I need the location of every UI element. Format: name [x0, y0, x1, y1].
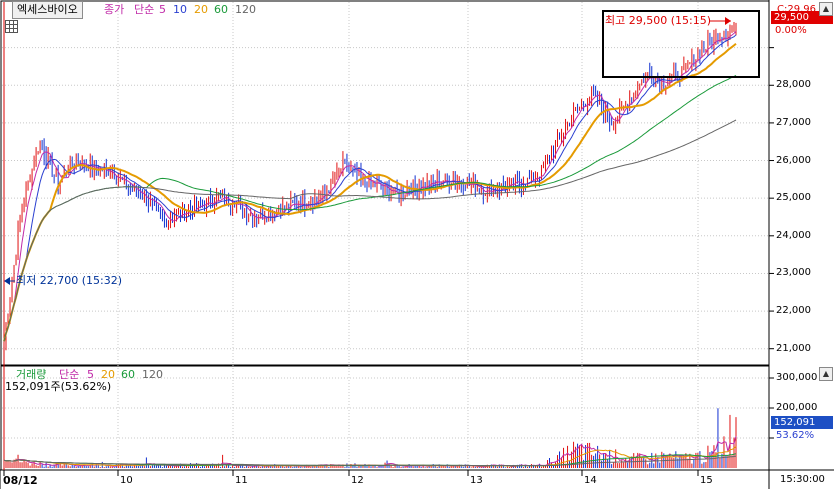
grid	[2, 2, 768, 470]
ma-5-legend: 5	[159, 3, 166, 16]
ma-120-legend: 120	[235, 3, 256, 16]
x-tick-label: 11	[235, 475, 248, 486]
volume-tick-label: 200,000	[776, 402, 818, 413]
volume-ma-line-120	[3, 455, 737, 467]
volume-ma-120-legend: 120	[142, 368, 163, 381]
x-tick-label: 12	[351, 475, 364, 486]
x-tick-label: 08/12	[3, 474, 38, 487]
price-tick-label: 28,000	[776, 79, 811, 91]
ma-10-legend: 10	[173, 3, 187, 16]
price-tick-label: 22,000	[776, 305, 811, 317]
current-price-tag: 29,500	[771, 11, 833, 24]
ma-20-legend: 20	[194, 3, 208, 16]
low-annotation: 최저 22,700 (15:32)	[16, 274, 123, 287]
x-tick-label: 14	[584, 475, 597, 486]
x-tick-label: 15	[700, 475, 713, 486]
price-tick-label: 25,000	[776, 192, 811, 204]
x-tick-label: 10	[120, 475, 133, 486]
time-label: 15:30:00	[780, 474, 825, 485]
axis-ticks	[3, 47, 774, 476]
volume-pct-label: 53.62%	[776, 430, 815, 441]
price-tick-label: 24,000	[776, 229, 811, 241]
low-arrowhead	[4, 277, 10, 285]
volume-label: 거래량	[16, 368, 47, 381]
volume-ma-60-legend: 60	[121, 368, 135, 381]
stock-name-button[interactable]: 엑세스바이오	[12, 1, 83, 19]
price-type-label: 종가	[104, 3, 125, 16]
volume-scroll-up-icon[interactable]: ▲	[819, 367, 833, 381]
price-scroll-up-icon[interactable]: ▲	[819, 2, 833, 16]
moving-averages	[3, 30, 737, 342]
volume-value: 152,091주(53.62%)	[5, 380, 112, 393]
price-tick-label: 27,000	[776, 116, 811, 128]
high-highlight-box	[602, 10, 760, 78]
price-tick-label: 23,000	[776, 267, 811, 279]
price-tick-label: 21,000	[776, 342, 811, 354]
top-right-label: C:29.96	[777, 4, 816, 15]
volume-ma-20-legend: 20	[101, 368, 115, 381]
high-arrowhead	[725, 17, 731, 25]
change-pct-label: 0.00%	[775, 25, 807, 36]
ma-60-legend: 60	[214, 3, 228, 16]
grid-table-icon[interactable]	[5, 20, 18, 33]
ma-type-label: 단순	[134, 3, 155, 16]
volume-ma-5-legend: 5	[87, 368, 94, 381]
volume-tick-label: 300,000	[776, 372, 818, 383]
ma-line-20	[3, 42, 737, 342]
ma-line-120	[3, 119, 737, 342]
current-volume-tag: 152,091	[771, 416, 833, 429]
volume-ma-type: 단순	[59, 368, 80, 381]
ma-line-5	[3, 30, 737, 342]
price-tick-label: 26,000	[776, 154, 811, 166]
x-tick-label: 13	[470, 475, 483, 486]
volume-moving-averages	[3, 435, 737, 468]
high-annotation: 최고 29,500 (15:15)	[605, 14, 712, 27]
